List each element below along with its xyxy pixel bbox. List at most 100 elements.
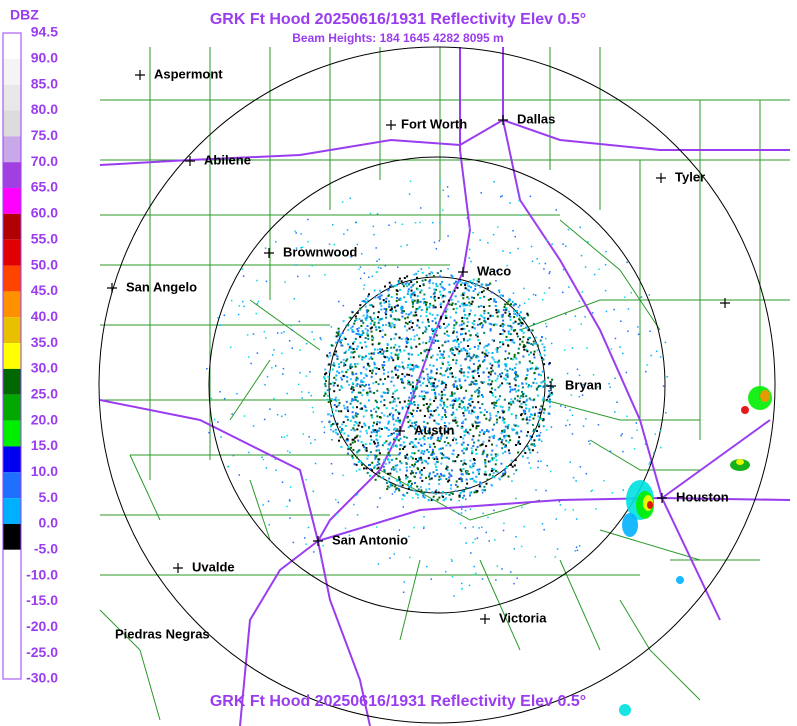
echo-pixel: [373, 363, 376, 366]
echo-pixel: [548, 272, 550, 275]
echo-pixel: [463, 310, 466, 313]
echo-pixel: [463, 459, 466, 462]
echo-pixel: [504, 374, 507, 377]
legend-label: 80.0: [31, 101, 58, 117]
echo-pixel: [412, 329, 415, 331]
echo-pixel: [411, 322, 414, 325]
echo-pixel: [543, 528, 545, 531]
echo-pixel: [366, 315, 369, 318]
echo-pixel: [391, 416, 394, 419]
echo-pixel: [489, 282, 492, 285]
echo-pixel: [386, 356, 389, 359]
echo-pixel: [408, 396, 411, 399]
echo-pixel: [464, 284, 467, 287]
echo-pixel: [338, 388, 341, 391]
echo-pixel: [505, 365, 508, 368]
echo-pixel: [405, 477, 408, 480]
echo-pixel: [403, 400, 406, 403]
echo-pixel: [411, 441, 414, 444]
echo-pixel: [417, 366, 420, 369]
echo-pixel: [609, 450, 612, 453]
echo-pixel: [428, 282, 431, 284]
echo-pixel: [452, 460, 455, 463]
echo-pixel: [391, 310, 394, 313]
echo-pixel: [426, 354, 428, 357]
echo-pixel: [418, 470, 421, 473]
echo-pixel: [410, 392, 412, 395]
echo-pixel: [489, 390, 492, 393]
echo-pixel: [541, 343, 544, 346]
echo-pixel: [406, 282, 408, 284]
echo-pixel: [490, 323, 493, 326]
echo-pixel: [275, 241, 277, 243]
echo-pixel: [433, 291, 436, 294]
echo-pixel: [468, 304, 471, 307]
echo-pixel: [386, 485, 389, 488]
echo-pixel: [487, 371, 490, 374]
echo-pixel: [510, 303, 512, 306]
echo-pixel: [592, 374, 595, 376]
echo-pixel: [412, 301, 415, 304]
echo-pixel: [418, 380, 421, 383]
echo-pixel: [286, 434, 288, 437]
echo-pixel: [457, 343, 460, 346]
echo-pixel: [263, 418, 266, 421]
echo-pixel: [350, 256, 352, 258]
echo-pixel: [444, 386, 447, 389]
echo-pixel: [526, 341, 529, 344]
echo-pixel: [220, 436, 222, 438]
echo-pixel: [510, 459, 513, 462]
echo-pixel: [460, 328, 463, 331]
echo-pixel: [399, 349, 402, 351]
echo-pixel: [355, 221, 357, 224]
echo-pixel: [488, 436, 491, 439]
echo-pixel: [534, 336, 537, 339]
legend-label: 25.0: [31, 385, 58, 401]
echo-pixel: [413, 283, 415, 286]
echo-pixel: [377, 458, 380, 461]
echo-pixel: [356, 383, 359, 386]
echo-pixel: [470, 397, 473, 400]
echo-pixel: [362, 366, 365, 369]
echo-pixel: [534, 406, 537, 409]
echo-pixel: [445, 430, 448, 432]
echo-pixel: [514, 424, 517, 427]
echo-pixel: [425, 368, 428, 371]
echo-pixel: [509, 252, 511, 254]
echo-pixel: [376, 348, 379, 351]
echo-pixel: [463, 406, 465, 409]
echo-pixel: [517, 323, 520, 326]
echo-pixel: [430, 578, 432, 580]
echo-pixel: [464, 470, 467, 473]
echo-pixel: [505, 465, 508, 468]
echo-pixel: [400, 280, 403, 283]
echo-pixel: [401, 223, 404, 225]
echo-pixel: [413, 338, 416, 341]
echo-pixel: [405, 469, 408, 472]
echo-pixel: [389, 472, 392, 475]
echo-pixel: [385, 427, 388, 430]
echo-pixel: [411, 364, 414, 367]
echo-pixel: [526, 326, 529, 329]
echo-pixel: [401, 373, 404, 376]
echo-pixel: [420, 268, 423, 270]
echo-pixel: [495, 405, 498, 407]
echo-pixel: [441, 490, 444, 493]
echo-pixel: [390, 307, 393, 310]
echo-pixel: [452, 290, 455, 293]
echo-pixel: [504, 311, 507, 314]
echo-pixel: [444, 413, 447, 416]
echo-pixel: [467, 443, 469, 446]
echo-pixel: [428, 428, 431, 431]
echo-pixel: [392, 432, 395, 435]
echo-pixel: [370, 431, 373, 434]
echo-pixel: [420, 451, 423, 454]
echo-pixel: [517, 385, 520, 388]
echo-pixel: [476, 279, 479, 282]
echo-pixel: [487, 298, 490, 301]
echo-pixel: [478, 391, 481, 393]
echo-pixel: [373, 348, 376, 351]
echo-pixel: [543, 363, 546, 366]
echo-pixel: [419, 300, 422, 303]
echo-pixel: [447, 335, 450, 337]
